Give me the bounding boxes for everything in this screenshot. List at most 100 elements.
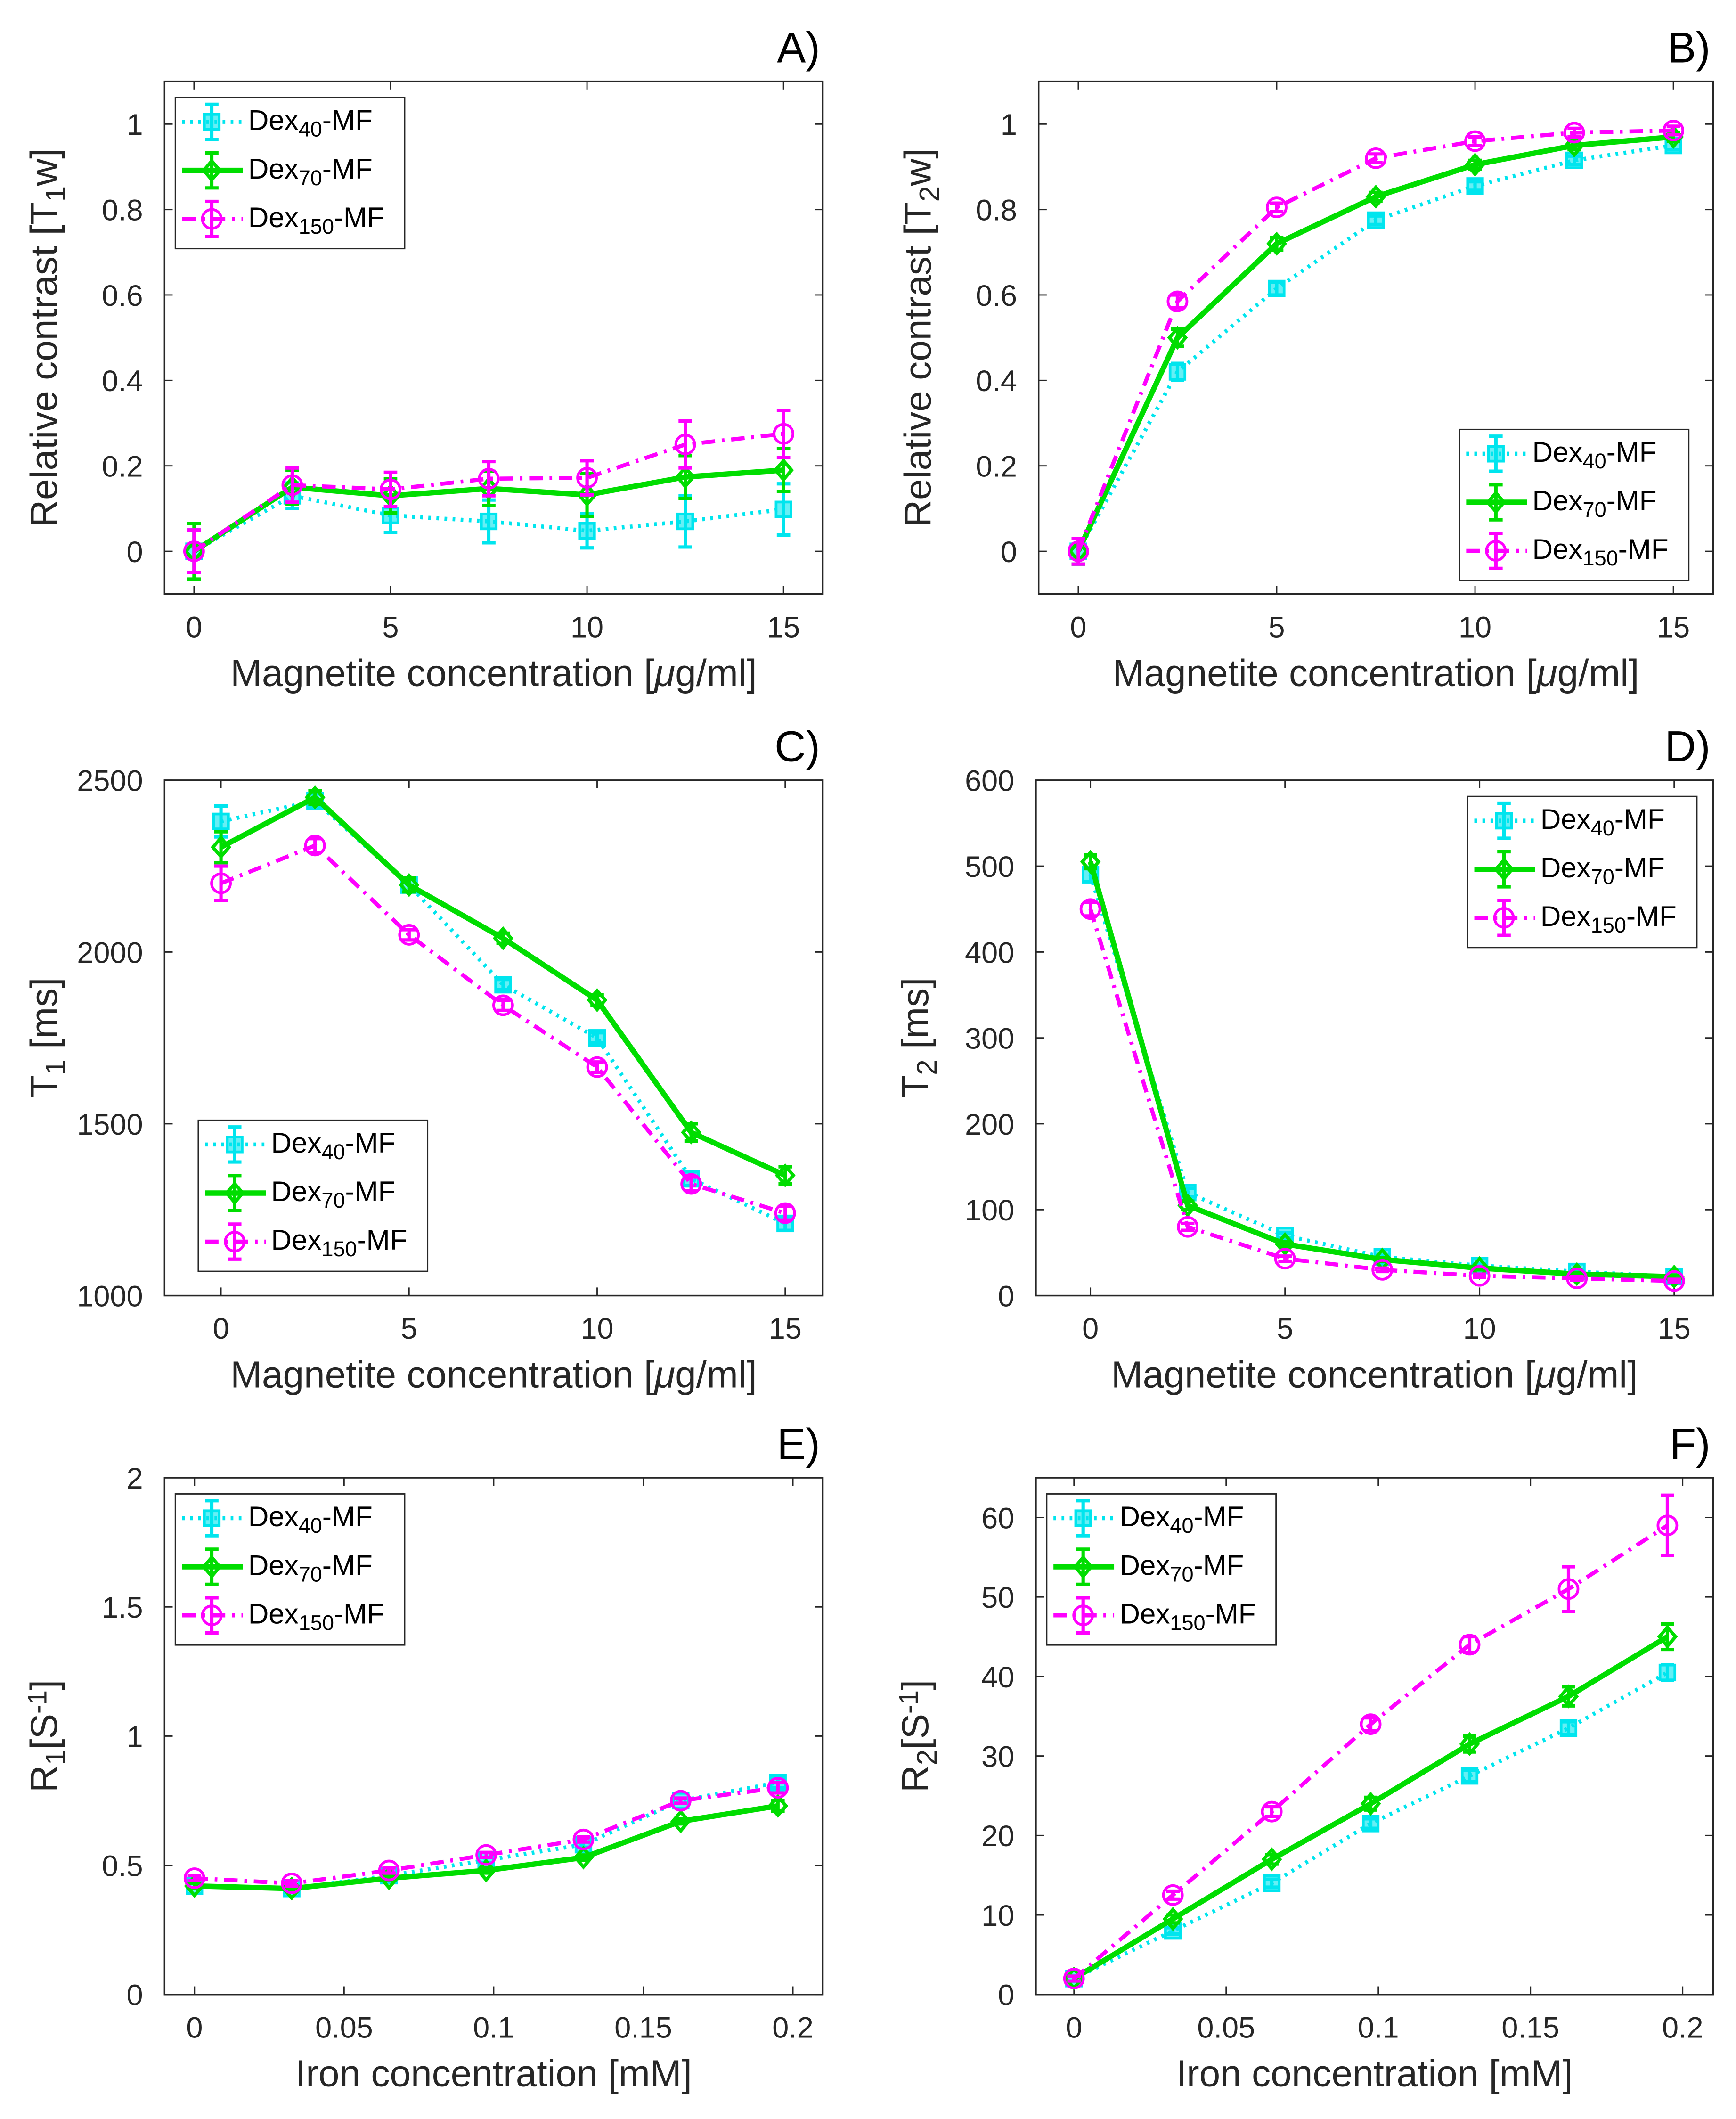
error-bar xyxy=(580,459,594,497)
legend-label: Dex70-MF xyxy=(271,1176,396,1212)
panel-title: D) xyxy=(1665,723,1711,771)
label-segment: -MF xyxy=(1606,436,1657,468)
legend-marker xyxy=(1493,857,1515,882)
data-point xyxy=(577,483,597,507)
y-axis-label: Relative contrast [T2w] xyxy=(897,148,945,527)
series-dex150 xyxy=(183,1777,789,1894)
y-tick-label: 1 xyxy=(1001,108,1017,141)
y-tick-label: 1 xyxy=(126,1720,143,1753)
y-tick-label: 0 xyxy=(126,1979,143,2012)
label-segment: -MF xyxy=(322,153,373,185)
label-segment: Magnetite concentration [ xyxy=(230,1353,654,1395)
y-tick-label: 0.8 xyxy=(976,194,1017,227)
error-bar xyxy=(1375,1266,1389,1274)
error-bar xyxy=(1666,124,1680,137)
label-segment: Relative contrast [T xyxy=(897,202,939,527)
label-segment: T xyxy=(22,1075,65,1098)
error-bar xyxy=(1570,1275,1584,1282)
x-tick-label: 0 xyxy=(1070,611,1086,644)
x-tick-label: 10 xyxy=(1463,1312,1496,1345)
error-bar xyxy=(187,1874,202,1883)
x-tick-label: 0 xyxy=(186,2011,203,2044)
data-point xyxy=(1177,1193,1198,1218)
data-point xyxy=(576,467,598,489)
y-tick-label: 0.6 xyxy=(976,279,1017,312)
error-bar xyxy=(382,1866,396,1875)
data-point xyxy=(669,1790,692,1812)
label-segment: 40 xyxy=(321,1140,345,1164)
label-segment: ] xyxy=(22,1680,65,1690)
error-bar xyxy=(1278,1254,1292,1263)
label-segment: μ xyxy=(1536,651,1557,694)
label-segment: g/ml] xyxy=(1557,651,1639,694)
label-segment: ] xyxy=(894,1680,936,1690)
panel-title: F) xyxy=(1670,1420,1710,1468)
label-segment: μ xyxy=(653,651,675,694)
label-segment: R xyxy=(894,1765,936,1792)
data-point xyxy=(1564,133,1585,158)
y-tick-label: 2000 xyxy=(77,936,143,969)
legend-item: Dex40-MF xyxy=(205,1125,395,1164)
data-point xyxy=(774,1163,796,1187)
legend-item: Dex70-MF xyxy=(205,1174,396,1212)
data-point xyxy=(774,1202,796,1224)
label-segment: Dex xyxy=(248,153,299,185)
data-point xyxy=(1365,147,1387,169)
label-segment: Dex xyxy=(1119,1549,1170,1581)
y-tick-label: 400 xyxy=(965,936,1014,969)
data-point xyxy=(476,1858,497,1883)
label-segment: -MF xyxy=(322,1549,373,1581)
data-point xyxy=(1657,1624,1678,1649)
data-point xyxy=(211,835,231,859)
subplot-f: 0 0.05 0.1 0.15 0.2 0 10 20 30 40 50 60 Iron concent… xyxy=(894,1420,1714,2094)
label-segment: Magnetite concentration [ xyxy=(1111,1353,1535,1395)
label-segment: R xyxy=(22,1765,65,1792)
x-tick-label: 0 xyxy=(213,1312,229,1345)
error-bar xyxy=(1468,135,1482,147)
error-bar xyxy=(674,1796,688,1805)
y-tick-label: 0.8 xyxy=(102,194,143,227)
legend-item: Dex150-MF xyxy=(1466,532,1669,570)
legend-marker xyxy=(224,1231,246,1252)
data-point xyxy=(212,812,230,830)
label-segment: [ms] xyxy=(894,978,936,1060)
series-dex40 xyxy=(1065,1663,1677,1988)
subplot-e: 0 0.05 0.1 0.15 0.2 0 0.5 1 1.5 2 Iron concentrati… xyxy=(22,1420,824,2094)
x-tick-label: 5 xyxy=(382,611,399,644)
legend-item: Dex40-MF xyxy=(182,102,373,141)
y-tick-label: 500 xyxy=(965,851,1014,884)
y-tick-label: 200 xyxy=(965,1108,1014,1141)
legend-marker xyxy=(203,1509,221,1527)
y-tick-label: 0.6 xyxy=(102,279,143,312)
label-segment: 70 xyxy=(321,1188,345,1212)
data-point xyxy=(184,1874,205,1898)
data-point xyxy=(674,434,696,456)
y-tick-label: 0.2 xyxy=(976,450,1017,483)
data-point xyxy=(1468,1265,1491,1287)
data-point xyxy=(1263,1874,1281,1892)
error-bar xyxy=(1473,1272,1487,1279)
label-segment: 150 xyxy=(321,1237,357,1261)
x-axis-label: Magnetite concentration [μg/ml] xyxy=(1111,1353,1638,1395)
legend-item: Dex70-MF xyxy=(1466,483,1657,522)
data-point xyxy=(1080,850,1101,874)
x-tick-label: 0 xyxy=(186,611,202,644)
data-point xyxy=(398,924,420,946)
legend-label: Dex70-MF xyxy=(248,153,373,190)
label-segment: 70 xyxy=(1583,498,1606,522)
series-dex150 xyxy=(183,409,795,574)
error-bar xyxy=(1567,126,1581,139)
legend-marker xyxy=(201,158,222,183)
y-tick-label: 1 xyxy=(126,108,143,141)
label-segment: Dex xyxy=(1532,533,1583,565)
y-axis-label: R2[S-1] xyxy=(894,1680,943,1792)
x-axis-label: Magnetite concentration [μg/ml] xyxy=(1113,651,1639,694)
legend-item: Dex150-MF xyxy=(1474,899,1677,937)
panel-title: E) xyxy=(777,1420,820,1468)
data-point xyxy=(492,994,514,1016)
label-segment: 40 xyxy=(1591,816,1614,840)
